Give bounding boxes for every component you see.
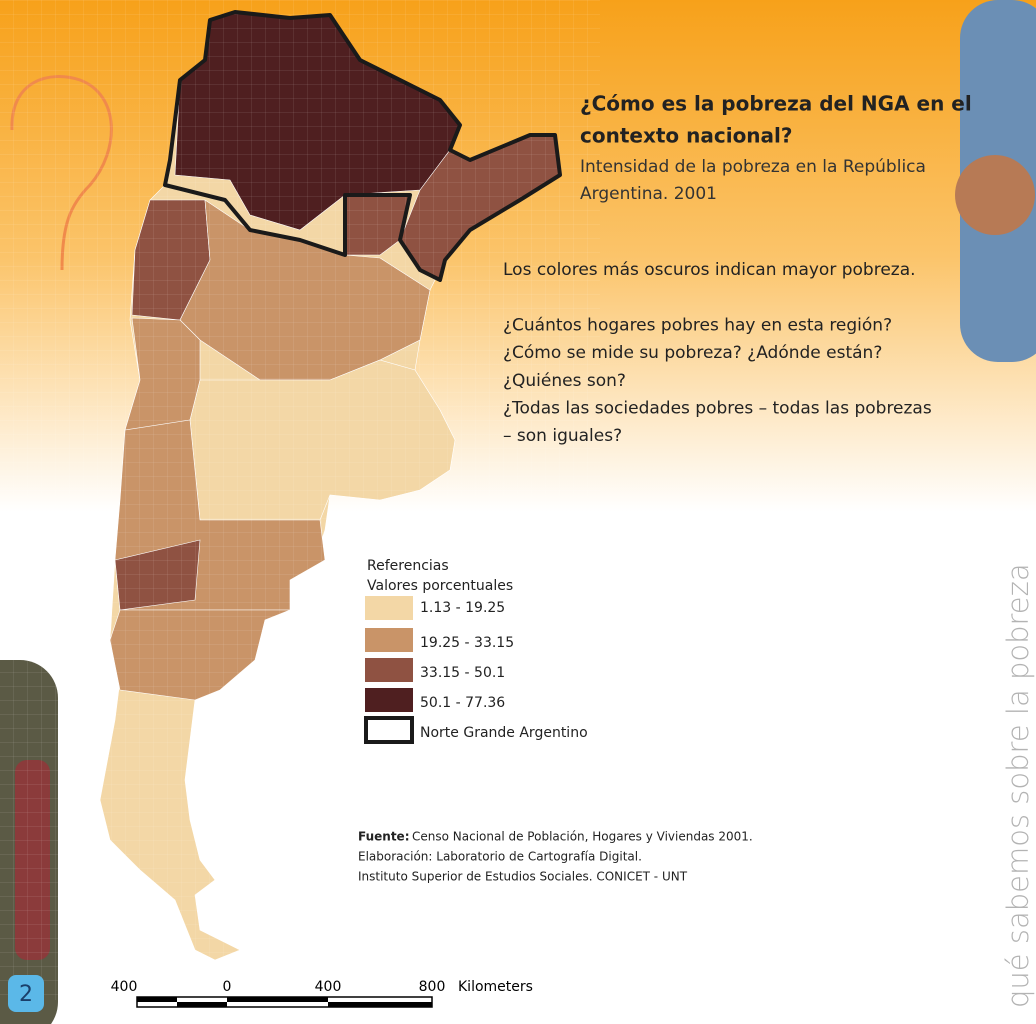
- scale-seg: [328, 1002, 432, 1007]
- legend-title: Referencias: [367, 558, 449, 574]
- photo-face: [955, 155, 1035, 235]
- side-text: qué sabemos sobre la pobreza: [1001, 563, 1035, 1008]
- body-text: ¿Todas las sociedades pobres – todas las…: [503, 399, 932, 419]
- title: ¿Cómo es la pobreza del NGA en el: [580, 92, 972, 116]
- body-text: ¿Quiénes son?: [503, 371, 626, 391]
- body-text: ¿Cuántos hogares pobres hay en esta regi…: [503, 315, 892, 335]
- body-text: ¿Cómo se mide su pobreza? ¿Adónde están?: [503, 343, 882, 363]
- district-lines: [0, 0, 600, 1000]
- scale-label: 400: [111, 979, 138, 995]
- map: [0, 0, 600, 1000]
- title: contexto nacional?: [580, 124, 793, 148]
- legend-subtitle: Valores porcentuales: [367, 578, 513, 594]
- legend-swatch: [365, 658, 413, 682]
- scale-label: 400: [315, 979, 342, 995]
- legend-label: 1.13 - 19.25: [420, 600, 505, 616]
- source: Elaboración: Laboratorio de Cartografía …: [358, 850, 642, 864]
- subtitle: Intensidad de la pobreza en la República: [580, 157, 926, 177]
- scale-label: 800: [419, 979, 446, 995]
- scale-unit: Kilometers: [458, 979, 533, 995]
- scale-seg: [227, 997, 328, 1002]
- source: Censo Nacional de Población, Hogares y V…: [412, 830, 753, 844]
- scale-seg: [137, 997, 177, 1002]
- legend-swatch: [365, 688, 413, 712]
- legend-swatch: [365, 596, 413, 620]
- scale-bar: [136, 996, 433, 1008]
- legend-label: 33.15 - 50.1: [420, 665, 505, 681]
- legend-label: 50.1 - 77.36: [420, 695, 505, 711]
- page-number: 2: [19, 982, 33, 1007]
- legend-border-swatch: [364, 716, 414, 744]
- body-text: – son iguales?: [503, 426, 622, 446]
- scale-label: 0: [223, 979, 232, 995]
- body-text: Los colores más oscuros indican mayor po…: [503, 260, 916, 280]
- source: Instituto Superior de Estudios Sociales.…: [358, 870, 688, 884]
- legend-label: Norte Grande Argentino: [420, 725, 588, 741]
- page-number-box: [8, 975, 44, 1012]
- source-bold: Fuente:: [358, 830, 410, 844]
- nga-border: [163, 10, 562, 282]
- legend-swatch: [365, 628, 413, 652]
- scale-seg: [177, 1002, 227, 1007]
- legend-label: 19.25 - 33.15: [420, 635, 514, 651]
- subtitle: Argentina. 2001: [580, 184, 717, 204]
